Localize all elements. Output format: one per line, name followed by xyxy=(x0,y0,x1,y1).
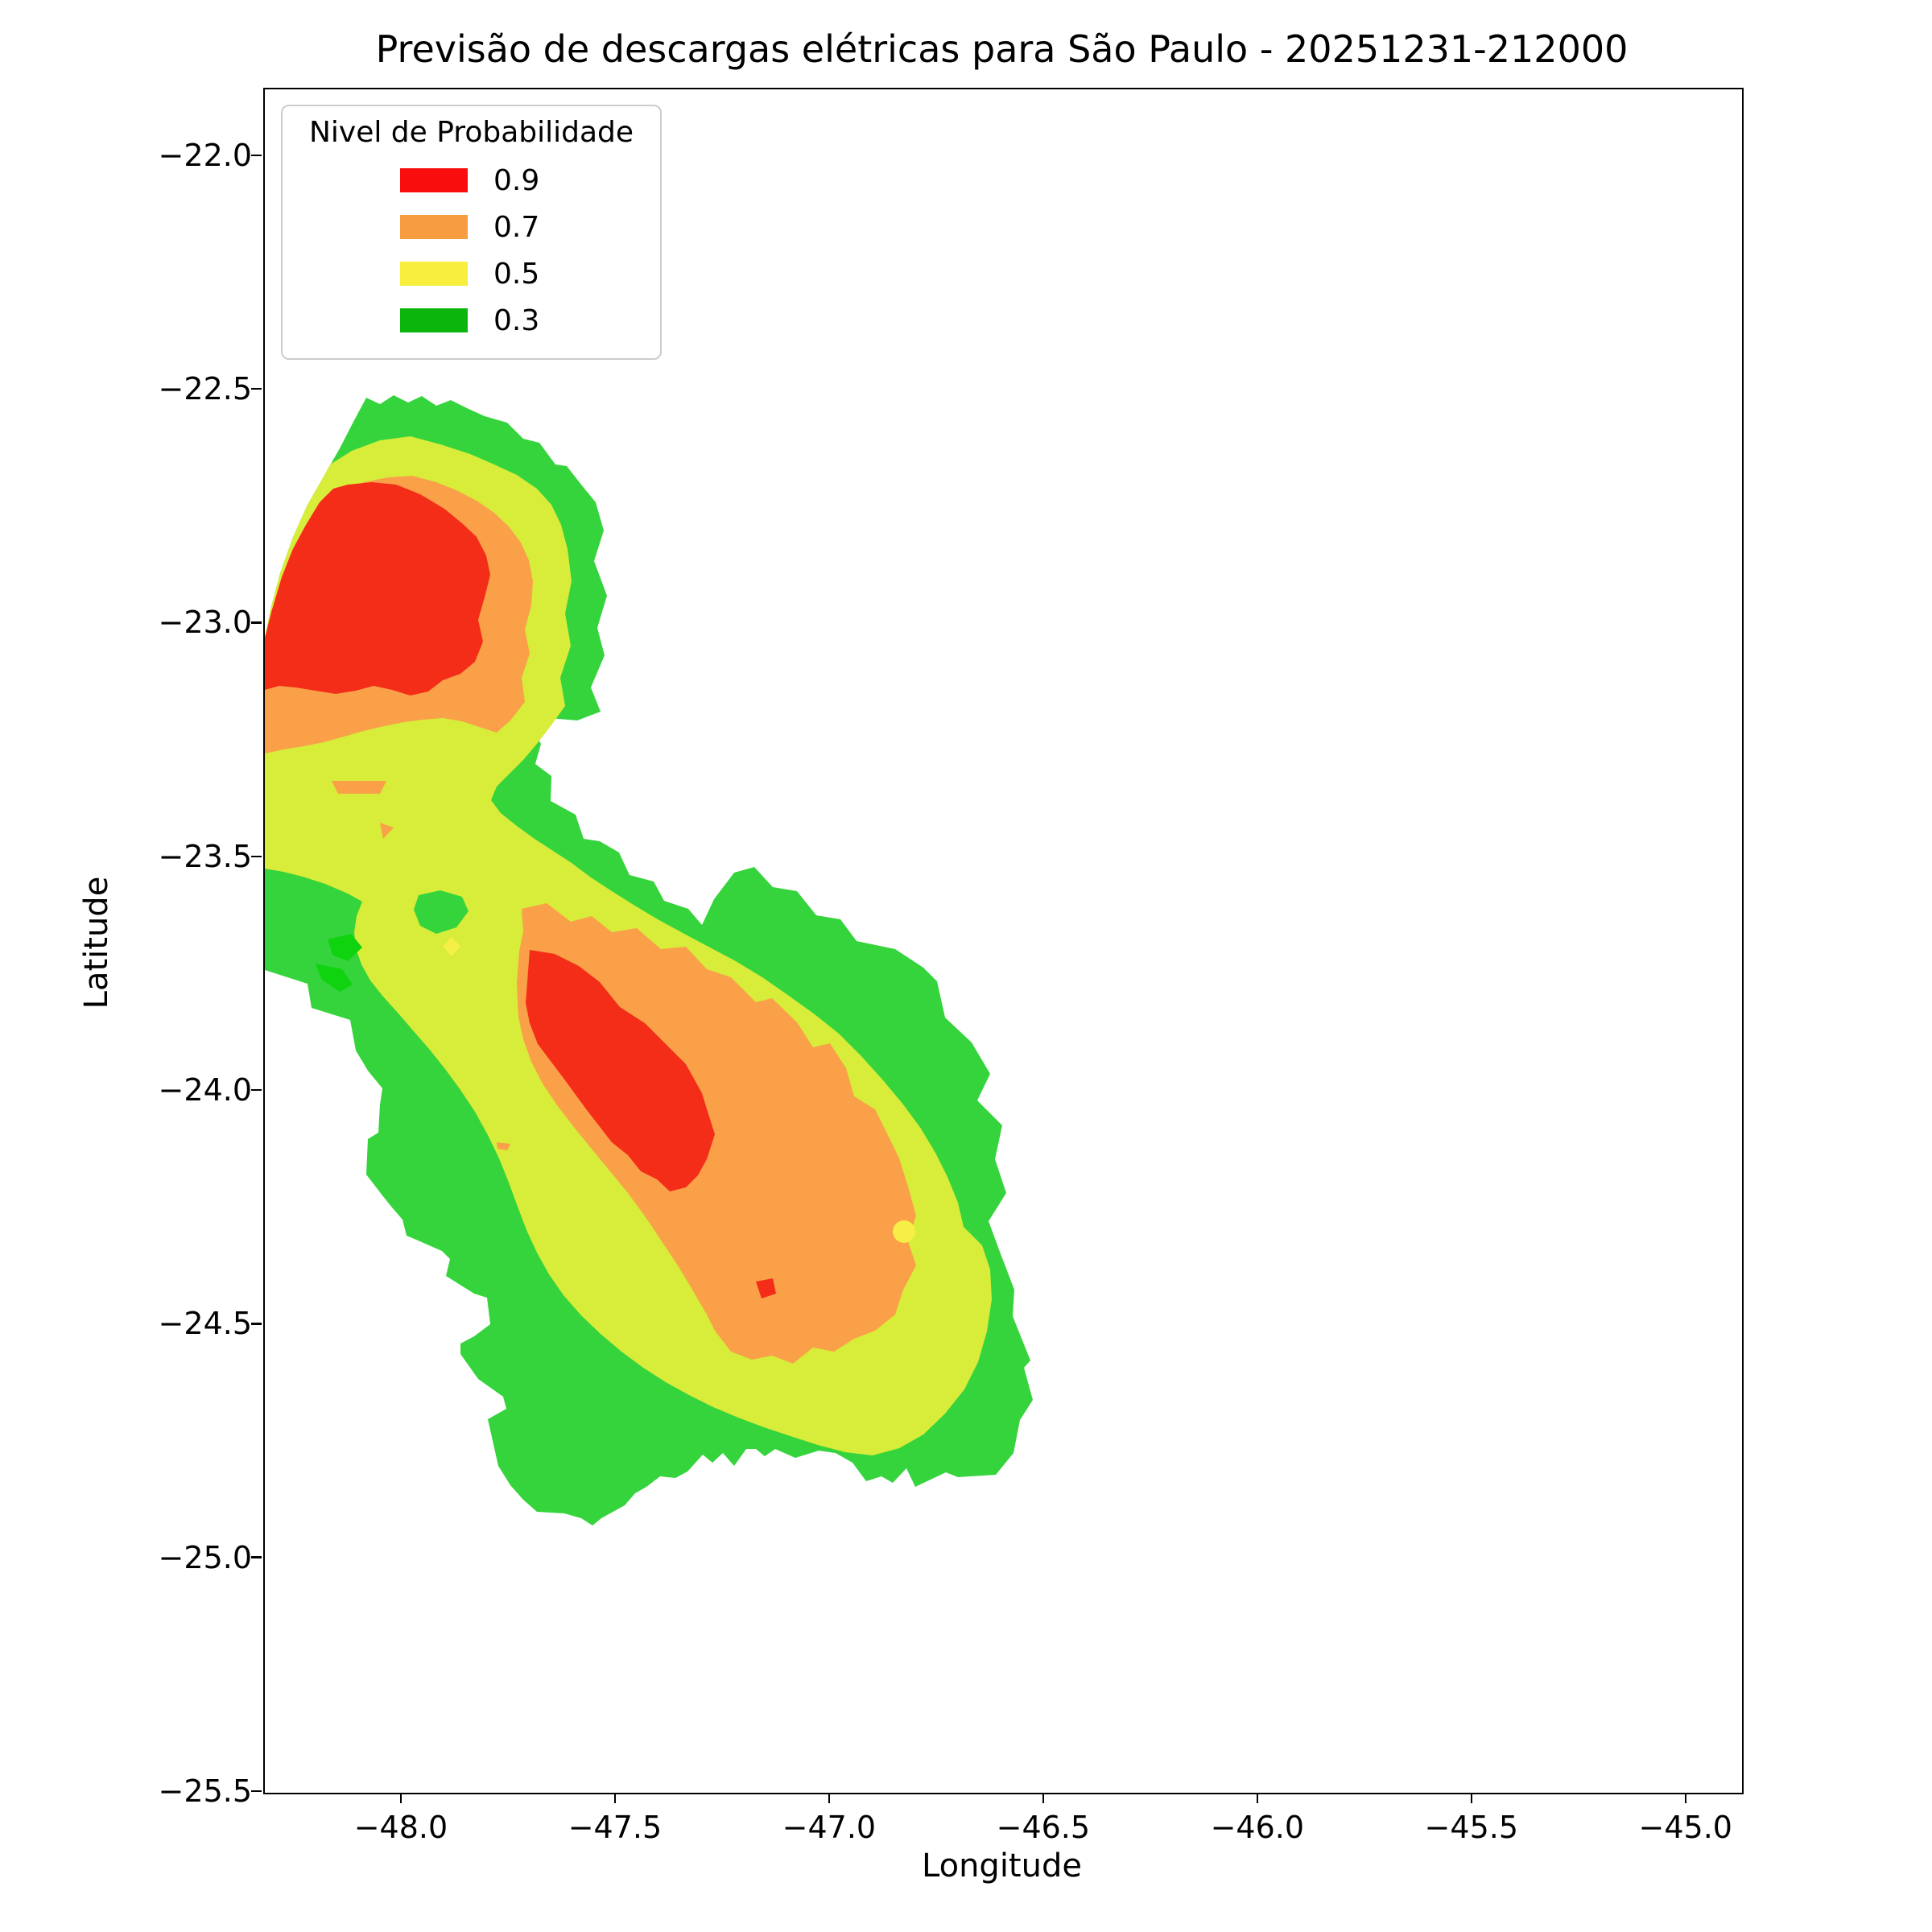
x-tick-mark xyxy=(613,1793,617,1803)
legend-label: 0.3 xyxy=(493,303,540,337)
contour-region-orange-sliver-2 xyxy=(380,823,394,839)
x-tick-mark xyxy=(1684,1793,1686,1803)
x-tick-label: −46.5 xyxy=(996,1810,1091,1845)
contour-region-orange-sliver-1 xyxy=(332,781,386,794)
y-tick-label: −24.5 xyxy=(158,1306,252,1342)
x-tick-mark xyxy=(1042,1793,1045,1803)
legend-item-0.7: 0.7 xyxy=(283,204,660,250)
legend-swatch-0.9 xyxy=(400,168,468,192)
contour-region-bright-green-speck-1 xyxy=(328,934,362,961)
legend-item-0.9: 0.9 xyxy=(283,157,660,204)
y-tick-label: −24.0 xyxy=(158,1072,252,1108)
contour-region-yellow-dot xyxy=(893,1220,915,1243)
plot-area: Nivel de Probabilidade 0.9 0.7 0.5 0.3 xyxy=(263,88,1744,1794)
x-tick-mark xyxy=(399,1793,402,1803)
legend-item-0.3: 0.3 xyxy=(283,297,660,344)
y-tick-label: −23.5 xyxy=(158,838,252,874)
contour-region-prob-0.9-north xyxy=(265,482,490,696)
x-tick-label: −47.0 xyxy=(782,1810,877,1845)
page-title: Previsão de descargas elétricas para São… xyxy=(375,27,1629,71)
contour-region-prob-0.9-south xyxy=(526,950,715,1191)
y-tick-mark xyxy=(251,387,262,390)
y-tick-mark xyxy=(251,855,262,858)
legend-swatch-0.7 xyxy=(400,215,468,239)
legend-swatch-0.3 xyxy=(400,308,468,332)
legend-title: Nivel de Probabilidade xyxy=(308,116,634,149)
legend-item-0.5: 0.5 xyxy=(283,250,660,297)
y-tick-label: −22.5 xyxy=(158,371,252,407)
y-tick-mark xyxy=(251,1323,262,1325)
x-axis-label: Longitude xyxy=(922,1847,1082,1885)
y-tick-mark xyxy=(251,1790,262,1793)
y-tick-label: −23.0 xyxy=(158,605,252,641)
legend-swatch-0.5 xyxy=(400,262,468,286)
contour-region-orange-sliver-3 xyxy=(497,1142,510,1150)
contour-region-yellow-diamond-speck xyxy=(443,937,460,956)
y-tick-label: −25.5 xyxy=(158,1773,252,1809)
contour-region-bright-green-speck-2 xyxy=(316,964,353,992)
y-tick-label: −25.0 xyxy=(158,1539,252,1575)
legend-label: 0.9 xyxy=(493,163,540,197)
y-tick-mark xyxy=(251,1088,262,1092)
x-tick-label: −45.0 xyxy=(1638,1810,1732,1845)
x-tick-label: −46.0 xyxy=(1210,1810,1305,1845)
x-tick-label: −45.5 xyxy=(1424,1810,1518,1845)
x-tick-mark xyxy=(828,1793,831,1803)
contour-region-red-speck xyxy=(756,1278,776,1298)
y-tick-mark xyxy=(251,154,262,157)
legend: Nivel de Probabilidade 0.9 0.7 0.5 0.3 xyxy=(281,105,662,360)
contour-map xyxy=(265,395,1033,1525)
x-tick-mark xyxy=(1256,1793,1259,1803)
x-tick-label: −47.5 xyxy=(568,1810,663,1845)
legend-label: 0.5 xyxy=(493,257,540,291)
x-tick-mark xyxy=(1470,1793,1473,1803)
y-tick-mark xyxy=(251,621,262,624)
y-tick-mark xyxy=(251,1556,262,1558)
legend-items: 0.9 0.7 0.5 0.3 xyxy=(283,157,660,344)
y-tick-label: −22.0 xyxy=(158,137,252,173)
legend-label: 0.7 xyxy=(493,210,540,244)
contour-region-green-pocket-in-neck xyxy=(414,890,469,934)
x-tick-label: −48.0 xyxy=(353,1810,448,1845)
